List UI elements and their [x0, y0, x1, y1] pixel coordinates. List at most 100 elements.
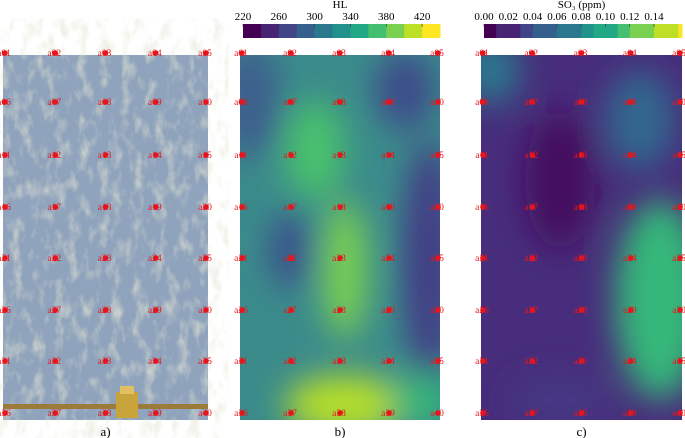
point-label: a17 — [283, 203, 297, 213]
point-label: a38 — [574, 409, 588, 419]
photo — [3, 55, 208, 420]
point-label: a03 — [332, 49, 346, 59]
sample-point — [239, 410, 245, 416]
point-label: a40 — [672, 409, 685, 419]
point-label: a15 — [672, 151, 685, 161]
sample-point — [435, 50, 441, 56]
point-label: a34 — [148, 357, 162, 367]
point-label: a37 — [524, 409, 538, 419]
point-label: a19 — [148, 203, 162, 213]
point-label: a17 — [47, 203, 61, 213]
point-label: a13 — [98, 151, 112, 161]
point-label: a28 — [98, 306, 112, 316]
point-label: a22 — [524, 254, 538, 264]
colorbar-band — [404, 24, 423, 38]
sample-point — [578, 99, 585, 105]
colorbar-band — [605, 24, 619, 38]
colorbar-tick-label: 0.10 — [596, 11, 616, 23]
point-label: a18 — [332, 203, 346, 213]
sample-point — [2, 50, 8, 56]
sample-point — [627, 307, 634, 313]
point-label: a16 — [475, 203, 489, 213]
point-label: a12 — [283, 151, 297, 161]
sample-point — [203, 307, 209, 313]
colorbar-band — [296, 24, 316, 38]
point-label: a21 — [0, 254, 11, 264]
colorbar-tick-label: 220 — [235, 11, 252, 23]
point-label: a25 — [672, 254, 685, 264]
sample-point — [480, 358, 486, 364]
sample-point — [52, 99, 59, 105]
sample-point — [152, 204, 159, 210]
point-label: a10 — [672, 98, 685, 108]
point-label: a21 — [475, 254, 489, 264]
point-label: a38 — [98, 409, 112, 419]
sample-point — [627, 358, 634, 364]
point-label: a26 — [0, 306, 11, 316]
colorbar-band — [368, 24, 387, 38]
point-label: a08 — [574, 98, 588, 108]
point-label: a15 — [198, 151, 212, 161]
point-label: a36 — [475, 409, 489, 419]
sample-point — [203, 358, 209, 364]
sample-point — [203, 50, 209, 56]
sample-point — [52, 255, 59, 261]
point-label: a01 — [0, 49, 11, 59]
point-label: a01 — [234, 49, 248, 59]
sample-point — [337, 204, 343, 210]
sample-point — [435, 204, 441, 210]
sample-point — [52, 358, 59, 364]
sample-point — [529, 204, 536, 210]
point-label: a39 — [148, 409, 162, 419]
point-label: a10 — [198, 98, 212, 108]
sample-point — [152, 255, 159, 261]
point-label: a24 — [623, 254, 637, 264]
point-label: a35 — [430, 357, 444, 367]
point-label: a31 — [234, 357, 248, 367]
colorbar-band — [332, 24, 351, 38]
sample-point — [203, 410, 209, 416]
sample-point — [52, 307, 59, 313]
sample-point — [288, 410, 294, 416]
sample-point — [2, 152, 8, 158]
colorbar-tick-label: 340 — [342, 11, 359, 23]
sample-point — [288, 358, 294, 364]
sample-point — [239, 255, 245, 261]
point-label: a29 — [623, 306, 637, 316]
point-label: a32 — [47, 357, 61, 367]
point-label: a09 — [148, 98, 162, 108]
colorbar-tick-label: 0.12 — [620, 11, 639, 23]
point-label: a15 — [430, 151, 444, 161]
sample-point — [677, 307, 683, 313]
colorbar-tick-label: 0.06 — [547, 11, 567, 23]
point-label: a12 — [47, 151, 61, 161]
point-label: a29 — [381, 306, 395, 316]
sample-point — [102, 152, 109, 158]
sample-point — [337, 50, 343, 56]
sample-point — [677, 204, 683, 210]
point-label: a06 — [234, 98, 248, 108]
point-label: a40 — [198, 409, 212, 419]
sample-point — [435, 358, 441, 364]
sample-point — [578, 50, 585, 56]
colorbar-band — [556, 24, 570, 38]
point-label: a33 — [574, 357, 588, 367]
sample-point — [529, 152, 536, 158]
colorbar-band — [520, 24, 534, 38]
point-label: a29 — [148, 306, 162, 316]
colorbar-band — [532, 24, 546, 38]
point-label: a24 — [148, 254, 162, 264]
sample-point — [677, 50, 683, 56]
point-label: a30 — [430, 306, 444, 316]
sample-point — [435, 410, 441, 416]
sample-point — [52, 410, 59, 416]
colorbar-band — [484, 24, 497, 38]
sample-point — [203, 99, 209, 105]
colorbar-band — [496, 24, 509, 38]
point-label: a01 — [475, 49, 489, 59]
point-label: a07 — [283, 98, 297, 108]
sample-point — [578, 307, 585, 313]
sample-point — [677, 99, 683, 105]
point-label: a40 — [430, 409, 444, 419]
sample-point — [288, 50, 294, 56]
